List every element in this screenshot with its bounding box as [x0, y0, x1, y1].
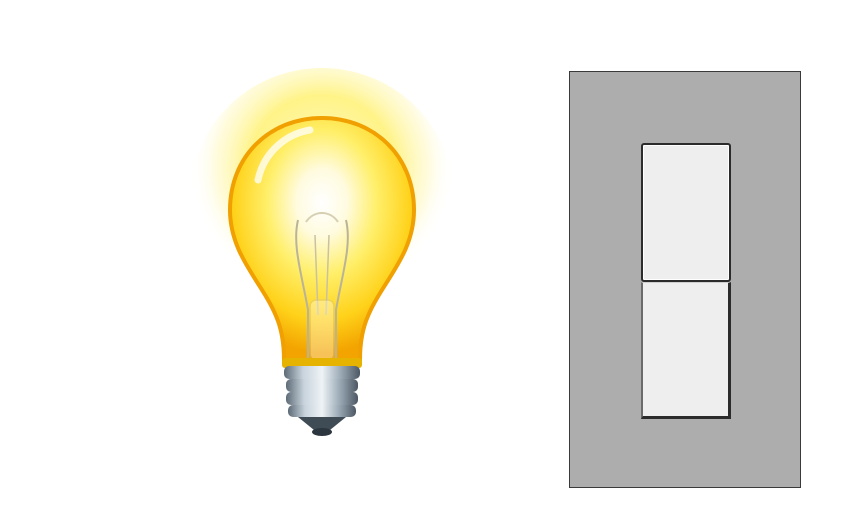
switch-rocker-bottom[interactable]: [641, 282, 731, 419]
lightbulb-icon: [180, 60, 470, 450]
switch-rocker-top[interactable]: [641, 143, 731, 282]
rocker-switch[interactable]: [641, 143, 731, 419]
light-switch-plate: [569, 71, 801, 488]
